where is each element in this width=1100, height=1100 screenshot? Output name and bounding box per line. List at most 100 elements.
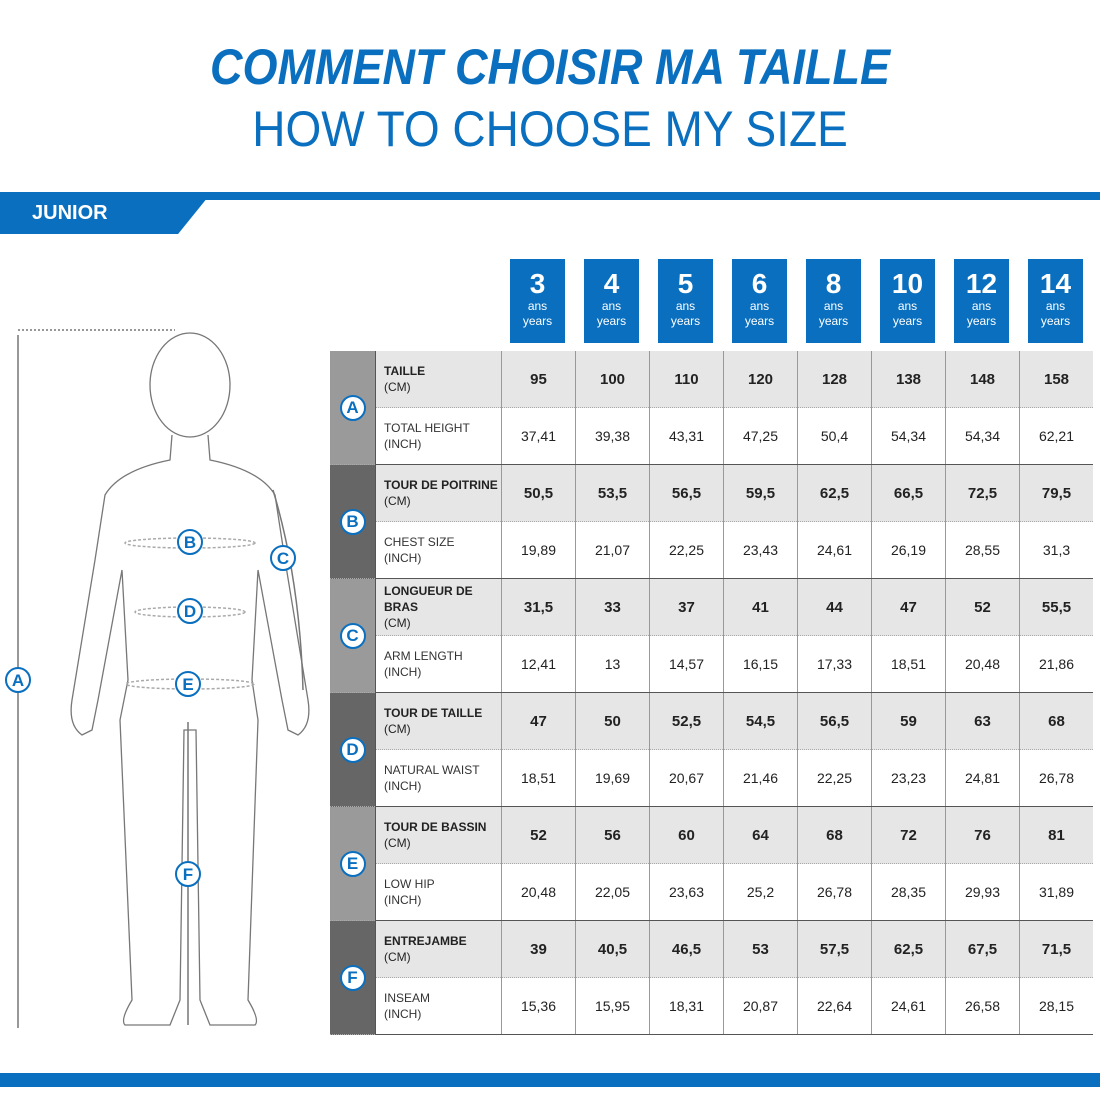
measure-unit: (CM) [384, 380, 411, 394]
size-value-cell: 29,93 [945, 863, 1020, 921]
size-value-cell: 148 [945, 351, 1020, 408]
size-value-cell: 21,46 [723, 749, 798, 807]
size-value-cell: 54,34 [945, 407, 1020, 465]
size-value-cell: 95 [501, 351, 576, 408]
size-value-cell: 56 [575, 806, 650, 864]
size-value-cell: 31,5 [501, 578, 576, 636]
size-value-cell: 20,67 [649, 749, 724, 807]
age-number: 6 [751, 268, 768, 299]
size-value-cell: 26,19 [871, 521, 946, 579]
group-letter-cell: A [330, 351, 376, 465]
size-value-cell: 52,5 [649, 692, 724, 750]
size-value-cell: 59 [871, 692, 946, 750]
row-label: INSEAM (INCH) [375, 977, 502, 1035]
size-value-cell: 40,5 [575, 920, 650, 978]
size-value-cell: 158 [1019, 351, 1093, 408]
size-value-cell: 110 [649, 351, 724, 408]
age-header-8: 8 ans years [806, 259, 861, 343]
age-header-10: 10 ans years [880, 259, 935, 343]
table-row-d-cm: D TOUR DE TAILLE (CM) 47 50 52,5 54,5 56,5 59 63 6… [330, 692, 1093, 807]
table-row-e-cm: E TOUR DE BASSIN (CM) 52 56 60 64 68 72 76 81 [330, 806, 1093, 921]
letter-a-icon: A [339, 394, 366, 421]
footer-divider [0, 1073, 1100, 1087]
size-value-cell: 19,69 [575, 749, 650, 807]
measure-name: CHEST SIZE [384, 535, 455, 549]
table-row-c-cm: C LONGUEUR DE BRAS (CM) 31,5 33 37 41 44 47 52 55,… [330, 578, 1093, 693]
size-value-cell: 18,51 [501, 749, 576, 807]
size-value-cell: 25,2 [723, 863, 798, 921]
size-value-cell: 62,5 [797, 464, 872, 522]
size-value-cell: 23,43 [723, 521, 798, 579]
measure-name: LONGUEUR DE BRAS [384, 584, 473, 614]
size-value-cell: 44 [797, 578, 872, 636]
size-value-cell: 15,36 [501, 977, 576, 1035]
size-value-cell: 128 [797, 351, 872, 408]
measure-unit: (INCH) [384, 665, 422, 679]
size-value-cell: 26,78 [1019, 749, 1093, 807]
size-value-cell: 21,07 [575, 521, 650, 579]
age-header-12: 12 ans years [954, 259, 1009, 343]
size-value-cell: 67,5 [945, 920, 1020, 978]
size-value-cell: 20,87 [723, 977, 798, 1035]
measure-unit: (CM) [384, 950, 411, 964]
header-divider [180, 192, 1100, 200]
size-value-cell: 62,21 [1019, 407, 1093, 465]
svg-text:C: C [277, 549, 289, 568]
size-value-cell: 41 [723, 578, 798, 636]
age-unit-fr: ans [1045, 299, 1066, 313]
size-value-cell: 138 [871, 351, 946, 408]
measure-name: LOW HIP [384, 877, 435, 891]
age-unit-en: years [818, 314, 849, 328]
measure-unit: (INCH) [384, 1007, 422, 1021]
size-value-cell: 50 [575, 692, 650, 750]
age-unit-fr: ans [823, 299, 844, 313]
row-label: ARM LENGTH (INCH) [375, 635, 502, 693]
group-letter-cell: C [330, 578, 376, 693]
size-value-cell: 33 [575, 578, 650, 636]
size-value-cell: 60 [649, 806, 724, 864]
age-unit-en: years [596, 314, 627, 328]
measure-unit: (INCH) [384, 779, 422, 793]
size-value-cell: 19,89 [501, 521, 576, 579]
group-letter-cell: F [330, 920, 376, 1035]
size-value-cell: 64 [723, 806, 798, 864]
size-value-cell: 63 [945, 692, 1020, 750]
measure-unit: (CM) [384, 836, 411, 850]
size-table: A TAILLE (CM) 95 100 110 120 128 138 148 158 TOTAL … [330, 351, 1093, 1035]
svg-text:B: B [184, 533, 196, 552]
title-french: COMMENT CHOISIR MA TAILLE [210, 39, 890, 95]
measure-name: TOTAL HEIGHT [384, 421, 470, 435]
size-value-cell: 43,31 [649, 407, 724, 465]
size-value-cell: 21,86 [1019, 635, 1093, 693]
size-value-cell: 71,5 [1019, 920, 1093, 978]
size-value-cell: 37,41 [501, 407, 576, 465]
size-value-cell: 50,4 [797, 407, 872, 465]
row-label: LONGUEUR DE BRAS (CM) [375, 578, 502, 636]
measure-name: TOUR DE TAILLE [384, 706, 483, 720]
size-value-cell: 54,34 [871, 407, 946, 465]
marker-c-icon: C [270, 545, 296, 571]
category-tab-label: JUNIOR [32, 202, 108, 224]
age-header-5: 5 ans years [658, 259, 713, 343]
group-letter-cell: E [330, 806, 376, 921]
measure-unit: (INCH) [384, 437, 422, 451]
size-value-cell: 52 [945, 578, 1020, 636]
age-unit-fr: ans [749, 299, 770, 313]
row-label: TOUR DE POITRINE (CM) [375, 464, 502, 522]
size-value-cell: 37 [649, 578, 724, 636]
marker-b-icon: B [177, 529, 203, 555]
measure-unit: (CM) [384, 616, 411, 630]
size-value-cell: 47,25 [723, 407, 798, 465]
age-unit-en: years [670, 314, 701, 328]
size-value-cell: 26,78 [797, 863, 872, 921]
measure-name: TOUR DE BASSIN [384, 820, 487, 834]
measure-name: TOUR DE POITRINE [384, 478, 498, 492]
size-value-cell: 39,38 [575, 407, 650, 465]
size-value-cell: 22,25 [649, 521, 724, 579]
size-value-cell: 24,61 [871, 977, 946, 1035]
measure-unit: (INCH) [384, 893, 422, 907]
size-value-cell: 31,89 [1019, 863, 1093, 921]
table-row-d-in: NATURAL WAIST (INCH) 18,51 19,69 20,67 21,46 2… [330, 749, 1093, 807]
size-value-cell: 23,23 [871, 749, 946, 807]
table-row-c-in: ARM LENGTH (INCH) 12,41 13 14,57 16,15 17,33 18… [330, 635, 1093, 693]
